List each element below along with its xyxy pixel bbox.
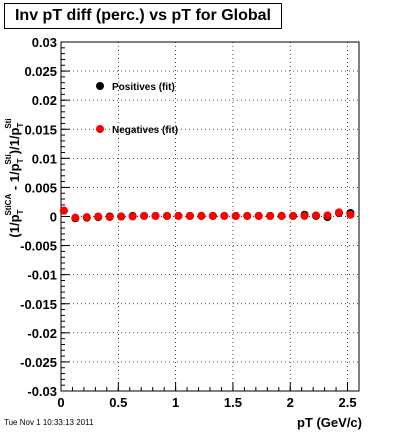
- chart-title: Inv pT diff (perc.) vs pT for Global: [4, 3, 282, 29]
- y-tick-label: 0.015: [24, 122, 57, 137]
- negatives-point: [105, 213, 114, 222]
- y-title-open: (1/p: [7, 214, 22, 237]
- negatives-point: [59, 206, 68, 215]
- y-title-sub-t1: T: [16, 209, 25, 214]
- y-tick-label: 0.02: [32, 93, 57, 108]
- y-tick-label: -0.005: [20, 239, 57, 254]
- negatives-point: [71, 213, 80, 222]
- negatives-point: [197, 211, 206, 220]
- y-tick-label: -0.03: [27, 384, 57, 399]
- legend-label-positives: Positives (fit): [112, 82, 175, 93]
- x-tick-label: 0.5: [109, 395, 127, 410]
- y-title-close: )/1/p: [7, 128, 22, 155]
- negatives-point: [151, 211, 160, 220]
- negatives-point: [346, 210, 355, 219]
- x-tick-label: 1.5: [224, 395, 242, 410]
- negatives-point: [334, 208, 343, 217]
- svg-text:(1/pTStiCA - 1/pTSti)/1/pTSti: (1/pTStiCA - 1/pTSti)/1/pTSti: [4, 118, 25, 237]
- negatives-point: [254, 211, 263, 220]
- y-title-sub-t2: T: [16, 158, 25, 163]
- negatives-point: [140, 211, 149, 220]
- negatives-point: [174, 211, 183, 220]
- y-title-sup2: Sti: [4, 154, 13, 164]
- y-tick-label: 0.025: [24, 64, 57, 79]
- negatives-point: [94, 212, 103, 221]
- y-tick-label: -0.025: [20, 355, 57, 370]
- y-tick-label: 0: [50, 210, 57, 225]
- negatives-point: [163, 211, 172, 220]
- negatives-point: [82, 213, 91, 222]
- axis-layer: 0 0.5 1 1.5 2 2.5 -0.03 -0.025 -0.02 -0.015 -0.01 -…: [20, 35, 360, 410]
- legend-marker-positives: [96, 82, 104, 90]
- negatives-point: [277, 211, 286, 220]
- timestamp: Tue Nov 1 10:33:13 2011: [4, 418, 94, 427]
- legend-marker-negatives: [96, 125, 104, 133]
- y-tick-label: 0.01: [32, 151, 57, 166]
- negatives-point: [289, 211, 298, 220]
- y-title-sup1: StiCA: [4, 194, 13, 216]
- grid-layer: [61, 42, 359, 391]
- negatives-point: [300, 211, 309, 220]
- x-axis-title: pT (GeV/c): [297, 415, 362, 430]
- y-title-sub-t3: T: [16, 123, 25, 128]
- y-tick-label: -0.01: [27, 268, 57, 283]
- x-tick-label: 2.5: [338, 395, 356, 410]
- negatives-point: [243, 211, 252, 220]
- y-tick-label: 0.03: [32, 35, 57, 50]
- negatives-point: [266, 211, 275, 220]
- legend: Positives (fit) Negatives (fit): [96, 82, 178, 136]
- legend-label-negatives: Negatives (fit): [112, 125, 178, 136]
- x-tick-label: 2: [287, 395, 294, 410]
- y-tick-label: 0.005: [24, 180, 57, 195]
- y-tick-label: -0.015: [20, 297, 57, 312]
- negatives-point: [128, 212, 137, 221]
- negatives-point: [117, 212, 126, 221]
- y-title-sup3: Sti: [4, 118, 13, 128]
- negatives-point: [220, 211, 229, 220]
- negatives-point: [312, 211, 321, 220]
- negatives-point: [323, 211, 332, 220]
- negatives-point: [185, 211, 194, 220]
- x-tick-label: 0: [57, 395, 64, 410]
- marks-layer: [59, 206, 355, 223]
- x-tick-label: 1: [172, 395, 179, 410]
- negatives-point: [231, 211, 240, 220]
- y-tick-label: -0.02: [27, 326, 57, 341]
- negatives-point: [208, 211, 217, 220]
- y-axis-title: (1/pTStiCA - 1/pTSti)/1/pTSti: [4, 118, 25, 237]
- y-title-mid: - 1/p: [7, 163, 22, 193]
